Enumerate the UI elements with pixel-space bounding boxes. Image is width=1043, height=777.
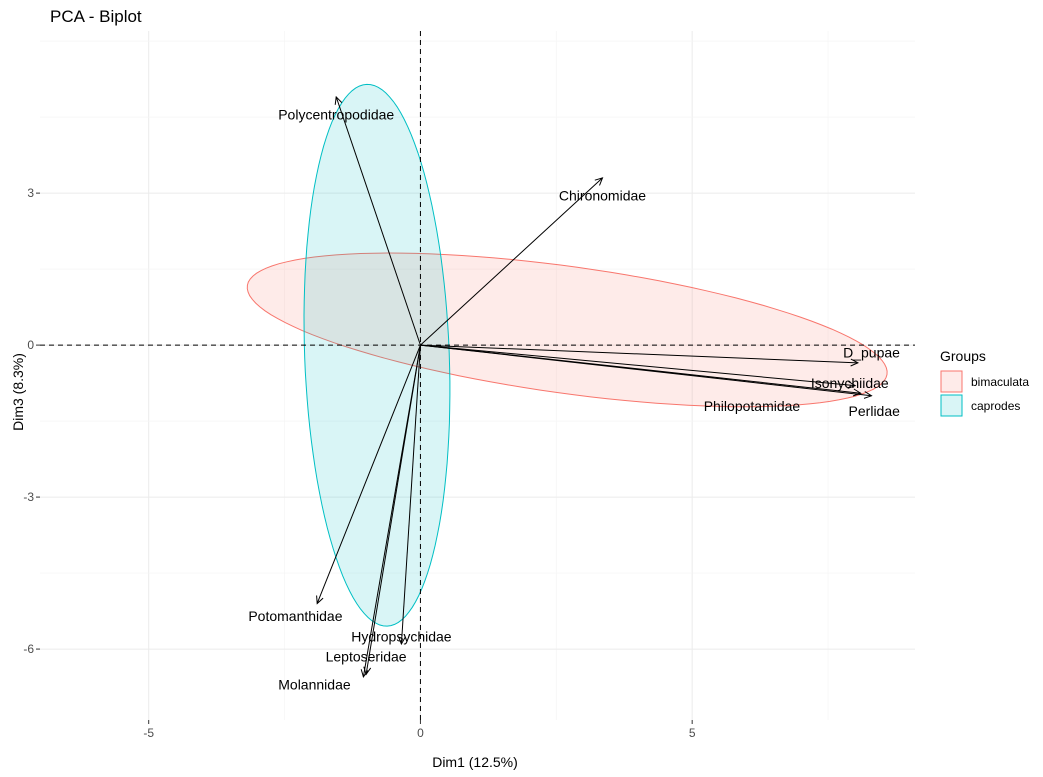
reference-lines	[40, 31, 915, 720]
variable-labels: Polycentropodidae Chironomidae D_pupae Ison…	[248, 107, 900, 693]
ellipse-caprodes	[303, 83, 451, 627]
label-d-pupae: D_pupae	[843, 345, 900, 361]
plot-area: Polycentropodidae Chironomidae D_pupae Ison…	[40, 31, 915, 720]
arrowhead-isonychiidae	[847, 381, 857, 389]
x-axis-title: Dim1 (12.5%)	[432, 754, 518, 770]
legend: Groups bimaculata caprodes	[940, 348, 1029, 417]
arrowhead-molannidae	[360, 669, 369, 679]
arrowhead-potomanthidae	[316, 595, 324, 605]
legend-key-caprodes	[940, 394, 963, 417]
label-perlidae: Perlidae	[849, 403, 901, 419]
x-tick-label: 0	[417, 726, 424, 740]
ellipse-bimaculata	[246, 252, 888, 408]
arrowhead-chironomidae	[594, 177, 604, 186]
y-axis-title: Dim3 (8.3%)	[10, 353, 26, 431]
x-tick-label: 5	[689, 726, 696, 740]
arrow-d-pupae	[420, 344, 858, 364]
label-molannidae: Molannidae	[278, 677, 351, 693]
label-philopotamidae: Philopotamidae	[704, 398, 801, 414]
label-polycentropodidae: Polycentropodidae	[278, 107, 394, 123]
variable-arrows	[316, 95, 873, 679]
arrow-potomanthidae	[316, 344, 421, 604]
label-leptoseridae: Leptoseridae	[326, 649, 407, 665]
legend-label-caprodes: caprodes	[971, 399, 1020, 413]
label-isonychiidae: Isonychiidae	[811, 375, 889, 391]
arrowhead-philopotamidae	[852, 388, 862, 397]
arrow-perlidae	[420, 344, 872, 397]
arrow-molannidae	[362, 345, 421, 678]
legend-label-bimaculata: bimaculata	[971, 375, 1029, 389]
arrow-hydropsychidae	[400, 345, 421, 645]
y-tick-label: 3	[27, 186, 34, 200]
x-tick-label: -5	[143, 726, 154, 740]
y-tick-label: 0	[27, 338, 34, 352]
y-axis-ticks: -6 -3 0 3	[23, 186, 40, 656]
arrowhead-polycentropodidae	[334, 95, 343, 105]
chart-title: PCA - Biplot	[50, 7, 142, 26]
legend-title: Groups	[940, 348, 986, 364]
y-tick-label: -6	[23, 642, 34, 656]
arrowhead-d-pupae	[850, 358, 860, 367]
label-chironomidae: Chironomidae	[559, 188, 646, 204]
y-tick-label: -3	[23, 490, 34, 504]
arrow-isonychiidae	[420, 344, 856, 387]
label-potomanthidae: Potomanthidae	[248, 608, 342, 624]
arrow-polycentropodidae	[335, 96, 421, 346]
arrowhead-hydropsychidae	[397, 636, 406, 646]
legend-key-bimaculata	[940, 370, 963, 393]
x-axis-ticks: -5 0 5	[143, 720, 696, 740]
arrowhead-perlidae	[863, 391, 873, 399]
arrow-chironomidae	[420, 177, 603, 346]
label-hydropsychidae: Hydropsychidae	[351, 628, 452, 644]
group-ellipses	[246, 83, 888, 627]
legend-items: bimaculata caprodes	[940, 370, 1029, 417]
